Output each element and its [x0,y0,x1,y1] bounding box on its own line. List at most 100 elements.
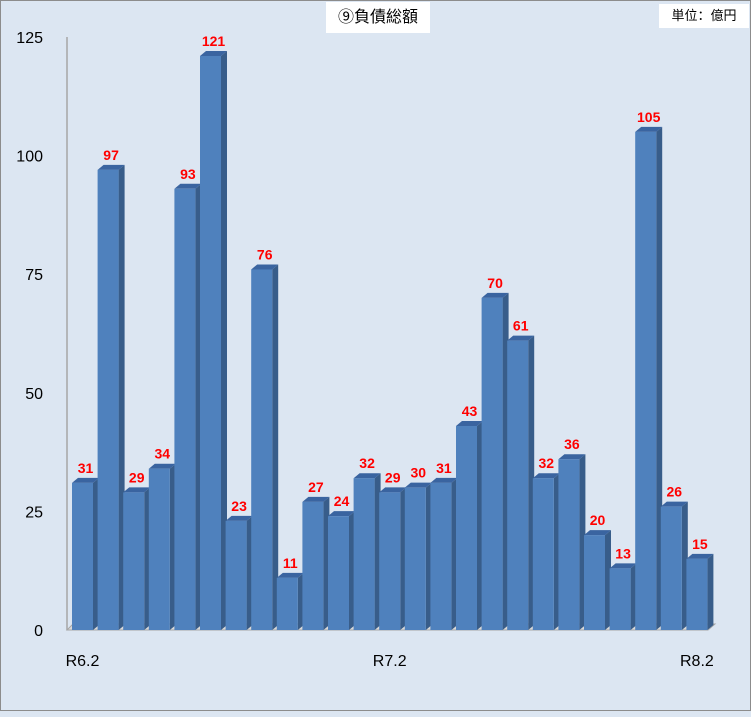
unit-label: 単位：億円 [659,4,749,28]
data-label: 27 [308,479,324,495]
data-label: 105 [637,109,661,125]
bar-side [579,454,586,630]
bar [123,492,145,630]
bar-top [660,501,688,507]
x-tick-label: R7.2 [373,653,407,670]
data-label: 15 [692,536,708,552]
bar-side [502,292,509,630]
bar-side [656,126,663,630]
data-label: 29 [385,469,401,485]
data-label: 30 [411,465,427,481]
bar-side [707,553,714,630]
bar-side [605,530,611,630]
bar-side [349,511,355,630]
bar-top [430,477,458,483]
bar-top [584,530,611,536]
bar [609,568,631,630]
bar-top [507,335,535,341]
data-label: 31 [78,460,94,476]
y-tick-label: 100 [16,149,43,166]
bar [660,506,682,630]
bar-side [93,477,99,630]
bar [456,426,477,630]
bar-top [302,496,330,502]
bar-top [225,515,253,521]
bar [225,520,247,630]
bar-side [169,463,176,630]
bar [328,516,349,630]
data-label: 43 [462,403,478,419]
y-tick-label: 125 [16,30,43,47]
bar-side [144,487,151,630]
y-tick-label: 50 [25,386,43,403]
y-tick-label: 0 [34,623,43,640]
data-label: 121 [202,33,226,49]
data-label: 29 [129,469,145,485]
bar-side [451,477,458,630]
bar-side [323,496,330,630]
bar [379,492,401,630]
y-tick-label: 75 [25,267,43,284]
bar-top [558,454,586,460]
bar-side [400,487,407,630]
bar-top [123,487,151,493]
bar-side [246,515,253,630]
bar-side [221,50,227,630]
bar-side [297,572,304,630]
bar-top [353,473,381,479]
bar-side [477,421,483,630]
data-label: 20 [590,512,606,528]
bar [302,501,324,630]
data-label: 31 [436,460,452,476]
bar [635,131,657,630]
bar [481,297,503,630]
y-tick-label: 25 [25,504,43,521]
bar [72,482,93,630]
bar-side [528,335,535,630]
data-label: 24 [334,493,350,509]
bar-top [404,482,432,488]
bar-side [195,183,202,631]
x-tick-label: R8.2 [680,653,714,670]
data-label: 61 [513,318,529,334]
bar [97,169,119,630]
bar-top [532,473,560,479]
bar [174,188,196,631]
bar-side [425,482,432,630]
bar-top [200,50,227,56]
data-label: 76 [257,246,273,262]
data-label: 93 [180,166,196,182]
bar-top [481,292,509,298]
bar [353,478,375,630]
bar-side [681,501,688,630]
x-tick-label: R6.2 [66,653,100,670]
bar-top [72,477,99,483]
bar-side [272,264,279,630]
bar-top [609,563,637,569]
bar-side [118,164,125,630]
data-label: 97 [103,147,119,163]
bar-top [276,572,304,578]
bar-top [174,183,202,189]
bar-top [635,126,663,132]
data-label: 70 [487,275,503,291]
bar-top [328,511,355,517]
bar [404,487,426,630]
bar-side [630,563,637,630]
bar-top [97,164,125,170]
data-label: 32 [539,455,555,471]
bar-side [374,473,381,630]
bar [251,269,273,630]
data-label: 23 [231,498,247,514]
bar-top [456,421,483,427]
bar [430,482,452,630]
bar [276,577,298,630]
bar [148,468,170,630]
data-label: 36 [564,436,580,452]
bar [200,55,221,630]
data-label: 11 [283,555,298,571]
bar [686,558,708,630]
chart-title: ⑨負債総額 [326,2,430,33]
